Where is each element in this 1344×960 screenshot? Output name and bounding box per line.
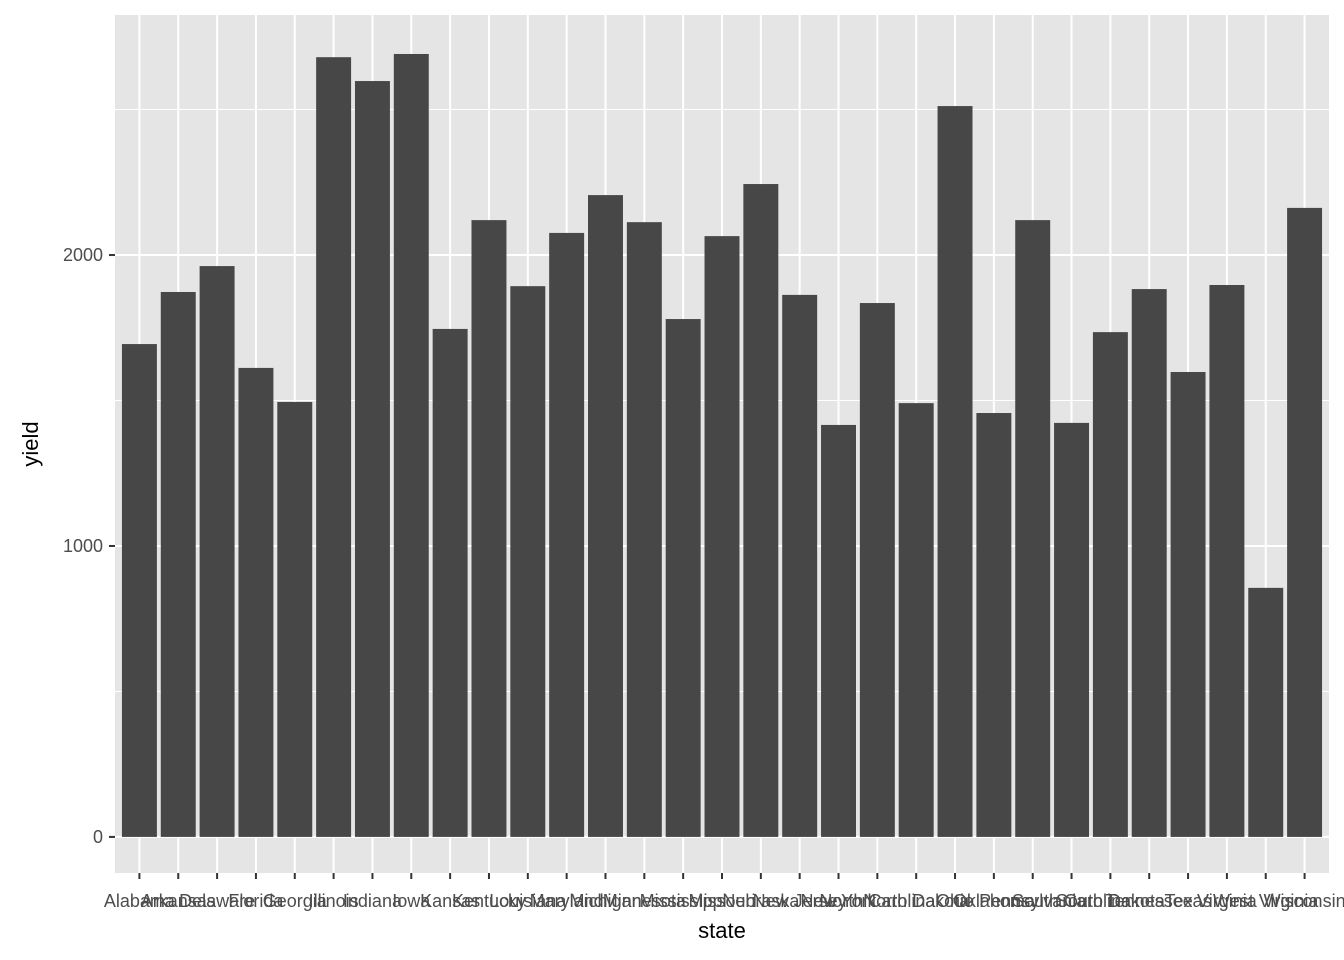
bar bbox=[937, 106, 973, 837]
x-tick-label: Florida bbox=[228, 891, 284, 911]
bar bbox=[277, 401, 313, 837]
x-tick-label: Missouri bbox=[688, 891, 755, 911]
x-tick-label: Wisconsin bbox=[1264, 891, 1344, 911]
x-tick-label: Georgia bbox=[263, 891, 328, 911]
bar bbox=[1131, 289, 1167, 837]
x-tick-label: Texas bbox=[1165, 891, 1212, 911]
bar bbox=[316, 57, 352, 837]
bar bbox=[549, 232, 585, 837]
bar bbox=[1092, 332, 1128, 837]
x-tick-label: Pennsylvania bbox=[979, 891, 1087, 911]
x-tick-label: Alabama bbox=[104, 891, 176, 911]
y-tick-label: 1000 bbox=[63, 536, 103, 556]
x-tick-label: New York bbox=[800, 891, 877, 911]
x-tick-label: Tennessee bbox=[1106, 891, 1193, 911]
bar bbox=[898, 403, 934, 837]
bar bbox=[1054, 422, 1090, 837]
x-tick-label: Illinois bbox=[309, 891, 359, 911]
axes: 0 1000 2000 AlabamaArkansasDelawareFloridaG… bbox=[63, 245, 1344, 911]
bar bbox=[704, 236, 740, 837]
bar bbox=[976, 413, 1012, 837]
x-tick-label: South Dakota bbox=[1056, 891, 1166, 911]
x-tick-label: Kansas bbox=[420, 891, 480, 911]
bar bbox=[393, 53, 429, 837]
x-tick-label: Maryland bbox=[530, 891, 604, 911]
bar bbox=[665, 319, 701, 837]
bar bbox=[1287, 207, 1323, 837]
bar bbox=[743, 184, 779, 837]
y-tick-label: 0 bbox=[93, 827, 103, 847]
bar bbox=[1209, 284, 1245, 837]
bars bbox=[121, 53, 1323, 837]
x-tick-label: South Carolina bbox=[1012, 891, 1132, 911]
bar bbox=[859, 303, 895, 837]
bar bbox=[510, 286, 546, 837]
x-tick-label: Delaware bbox=[179, 891, 255, 911]
x-axis-title: state bbox=[698, 918, 746, 943]
bar bbox=[354, 81, 390, 837]
bar bbox=[782, 294, 818, 837]
x-tick-label: North Carolina bbox=[819, 891, 936, 911]
bar bbox=[1248, 587, 1284, 837]
x-tick-label: North Dakota bbox=[863, 891, 970, 911]
x-tick-label: Virginia bbox=[1197, 891, 1258, 911]
x-tick-label: Oklahoma bbox=[953, 891, 1036, 911]
bar bbox=[821, 424, 856, 837]
x-tick-label: New Jersey bbox=[753, 891, 847, 911]
bar bbox=[199, 266, 235, 837]
x-tick-label: Mississippi bbox=[640, 891, 727, 911]
x-tick-label: Arkansas bbox=[141, 891, 216, 911]
x-tick-label: Michigan bbox=[569, 891, 641, 911]
x-tick-label: Ohio bbox=[936, 891, 974, 911]
bar bbox=[1170, 371, 1206, 837]
bar bbox=[238, 367, 274, 837]
x-tick-label: Nebraska bbox=[722, 891, 800, 911]
bar bbox=[121, 344, 157, 837]
x-tick-label: Minnesota bbox=[603, 891, 687, 911]
x-tick-label: Louisiana bbox=[489, 891, 567, 911]
bar bbox=[626, 222, 662, 837]
bar bbox=[160, 291, 196, 837]
x-tick-label: Iowa bbox=[392, 891, 431, 911]
bar bbox=[471, 220, 507, 837]
y-tick-label: 2000 bbox=[63, 245, 103, 265]
bar bbox=[1015, 220, 1051, 837]
bar bbox=[432, 328, 468, 837]
bar bbox=[588, 195, 623, 837]
x-tick-label: Kentucky bbox=[452, 891, 526, 911]
x-tick-label: West Virginia bbox=[1213, 891, 1319, 911]
x-tick-label: Indiana bbox=[343, 891, 403, 911]
y-axis-title: yield bbox=[18, 421, 43, 466]
